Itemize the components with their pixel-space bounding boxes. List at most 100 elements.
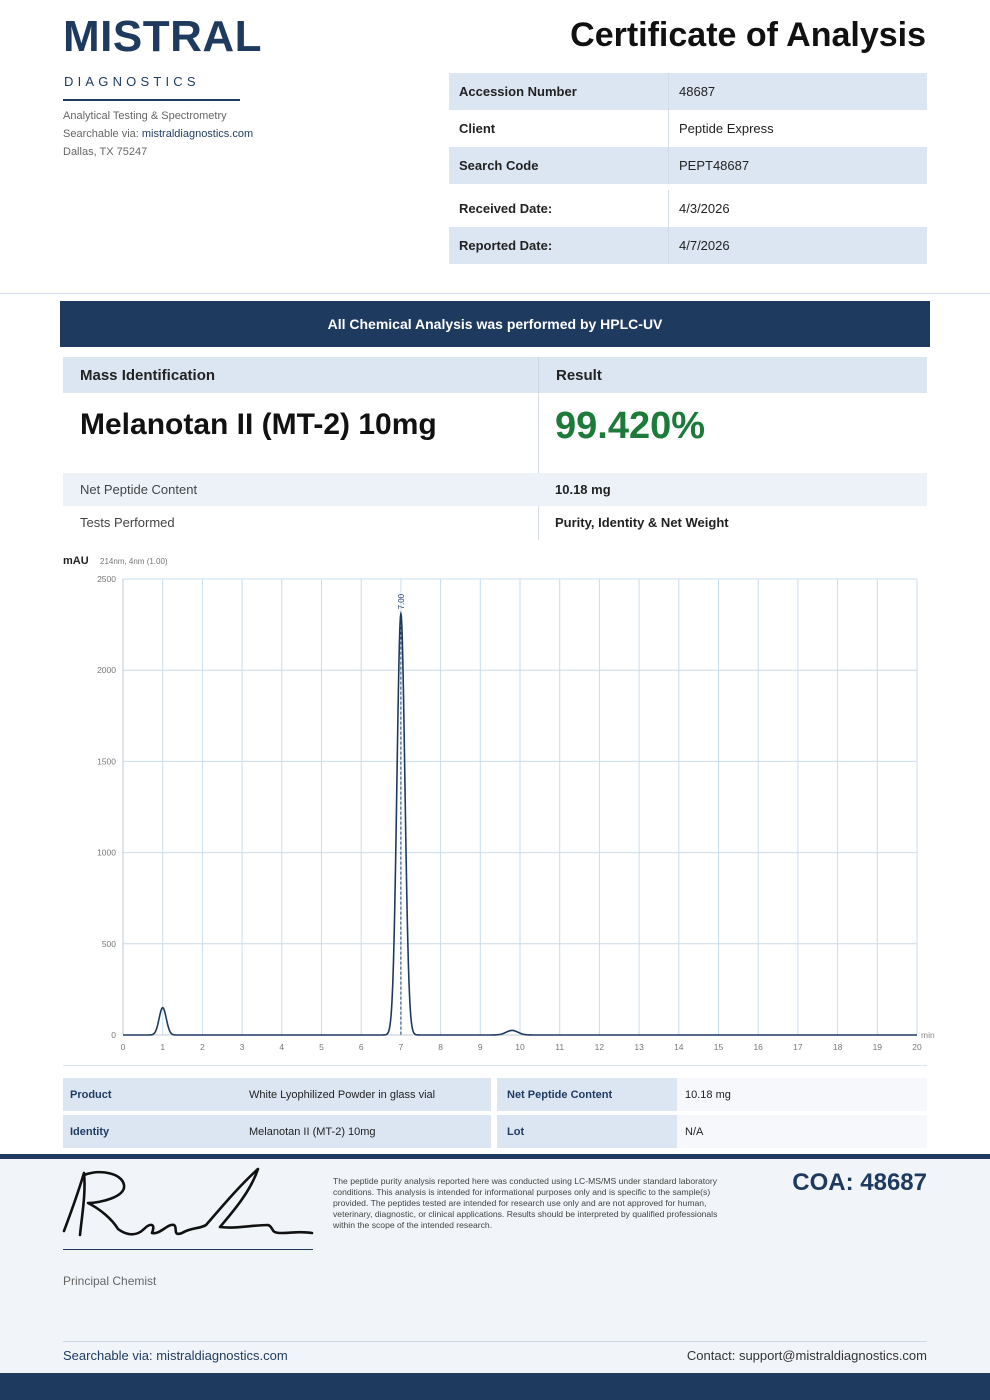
y-tick-label: 1000 — [97, 848, 116, 858]
brand-website-link[interactable]: mistraldiagnostics.com — [141, 128, 254, 140]
x-tick-label: 9 — [478, 1042, 483, 1052]
chromatogram-chart: mAU 214nm, 4nm (1.00) min 0 1 2 3 4 5 6 7 8 9 10 11… — [0, 548, 990, 1060]
result-row-value: 10.18 mg — [555, 482, 611, 497]
x-tick-label: 17 — [793, 1042, 803, 1052]
x-tick-label: 13 — [634, 1042, 644, 1052]
chart-grid — [122, 578, 918, 1036]
result-column-divider — [538, 393, 539, 540]
footer-top-bar — [0, 1154, 990, 1159]
info-value: 4/7/2026 — [679, 238, 730, 253]
y-tick-label: 500 — [102, 939, 116, 949]
info-row-client: Client Peptide Express — [449, 110, 927, 147]
x-tick-label: 20 — [912, 1042, 922, 1052]
y-tick-label: 2000 — [97, 665, 116, 675]
result-row-value: Purity, Identity & Net Weight — [555, 515, 729, 530]
y-tick-label: 0 — [111, 1030, 116, 1040]
result-header: Result — [538, 357, 602, 393]
result-row-net-peptide: Net Peptide Content 10.18 mg — [63, 473, 927, 506]
method-banner: All Chemical Analysis was performed by H… — [60, 301, 930, 347]
brand-searchable: Searchable via: mistraldiagnostics.com — [63, 128, 253, 140]
x-tick-label: 0 — [121, 1042, 126, 1052]
x-tick-label: 15 — [714, 1042, 724, 1052]
chart-ticks: 0 1 2 3 4 5 6 7 8 9 10 11 12 13 14 15 16 17 18 19 2005001000… — [97, 574, 922, 1052]
x-tick-label: 14 — [674, 1042, 684, 1052]
y-tick-label: 2500 — [97, 574, 116, 584]
signature-line — [63, 1249, 313, 1250]
info-row-search-code: Search Code PEPT48687 — [449, 147, 927, 184]
x-tick-label: 16 — [753, 1042, 763, 1052]
x-tick-label: 19 — [873, 1042, 883, 1052]
info-value: PEPT48687 — [679, 158, 750, 173]
mass-identification-header: Mass Identification — [80, 366, 216, 384]
x-tick-label: 5 — [319, 1042, 324, 1052]
result-row-label: Net Peptide Content — [80, 482, 198, 497]
details-row-product: Product White Lyophilized Powder in glas… — [63, 1078, 927, 1111]
coa-number: COA: 48687 — [792, 1169, 927, 1196]
signature-image — [62, 1167, 314, 1237]
x-tick-label: 10 — [515, 1042, 525, 1052]
chart-trace-group: 7.00 — [122, 593, 918, 1036]
brand-divider — [63, 99, 240, 101]
x-tick-label: 12 — [595, 1042, 605, 1052]
x-tick-label: 2 — [200, 1042, 205, 1052]
brand-tagline: Analytical Testing & Spectrometry — [63, 110, 227, 122]
signer-role: Principal Chemist — [63, 1274, 157, 1288]
details-value: N/A — [677, 1115, 927, 1148]
y-axis-label: mAU — [63, 555, 89, 567]
detector-note: 214nm, 4nm (1.00) — [100, 557, 168, 566]
x-tick-label: 4 — [279, 1042, 284, 1052]
footer-bottom-bar — [0, 1373, 990, 1400]
info-value: Peptide Express — [679, 121, 774, 136]
details-gap — [491, 1115, 497, 1148]
result-row-tests: Tests Performed Purity, Identity & Net W… — [63, 506, 927, 539]
details-label: Identity — [63, 1115, 241, 1148]
x-tick-label: 1 — [160, 1042, 165, 1052]
info-label: Client — [449, 110, 669, 147]
info-row-received: Received Date: 4/3/2026 — [449, 190, 927, 227]
x-tick-label: 11 — [555, 1042, 564, 1052]
x-tick-label: 3 — [240, 1042, 245, 1052]
details-value: White Lyophilized Powder in glass vial — [241, 1078, 491, 1111]
info-label: Accession Number — [449, 73, 669, 110]
info-label: Received Date: — [449, 190, 669, 227]
x-tick-label: 18 — [833, 1042, 843, 1052]
document-title: Certificate of Analysis — [570, 16, 926, 54]
x-axis-unit: min — [921, 1030, 935, 1040]
info-value: 4/3/2026 — [679, 201, 730, 216]
footer-divider — [63, 1341, 927, 1342]
details-label: Product — [63, 1078, 241, 1111]
brand-searchable-prefix: Searchable via: — [63, 128, 142, 140]
details-value: Melanotan II (MT-2) 10mg — [241, 1115, 491, 1148]
details-gap — [491, 1078, 497, 1111]
result-row-label: Tests Performed — [80, 515, 175, 530]
info-label: Reported Date: — [449, 227, 669, 264]
details-label: Lot — [497, 1115, 677, 1148]
purity-value: 99.420% — [555, 405, 706, 447]
chart-divider — [63, 1065, 927, 1066]
sample-info-table: Accession Number 48687 Client Peptide Ex… — [449, 73, 927, 264]
brand-address: Dallas, TX 75247 — [63, 146, 148, 158]
details-row-identity: Identity Melanotan II (MT-2) 10mg Lot N/… — [63, 1115, 927, 1148]
chromatogram-svg: mAU 214nm, 4nm (1.00) min 0 1 2 3 4 5 6 7 8 9 10 11… — [63, 555, 935, 1052]
result-header-row: Mass Identification Result — [63, 357, 927, 393]
info-label: Search Code — [449, 147, 669, 184]
details-label: Net Peptide Content — [497, 1078, 677, 1111]
x-tick-label: 7 — [399, 1042, 404, 1052]
header-divider — [0, 293, 990, 294]
info-row-reported: Reported Date: 4/7/2026 — [449, 227, 927, 264]
y-tick-label: 1500 — [97, 756, 116, 766]
brand-subtitle: DIAGNOSTICS — [64, 74, 200, 89]
peak-label: 7.00 — [397, 593, 406, 609]
footer-searchable-link[interactable]: Searchable via: mistraldiagnostics.com — [63, 1348, 288, 1363]
disclaimer-text: The peptide purity analysis reported her… — [333, 1176, 718, 1230]
footer-contact[interactable]: Contact: support@mistraldiagnostics.com — [686, 1348, 927, 1363]
brand-name: MISTRAL — [63, 12, 263, 61]
footer-background — [0, 1159, 990, 1373]
chromatogram-trace — [122, 612, 918, 1036]
info-value: 48687 — [679, 84, 716, 99]
details-value: 10.18 mg — [677, 1078, 927, 1111]
x-tick-label: 8 — [438, 1042, 443, 1052]
x-tick-label: 6 — [359, 1042, 364, 1052]
info-row-accession: Accession Number 48687 — [449, 73, 927, 110]
product-name: Melanotan II (MT-2) 10mg — [80, 408, 437, 441]
